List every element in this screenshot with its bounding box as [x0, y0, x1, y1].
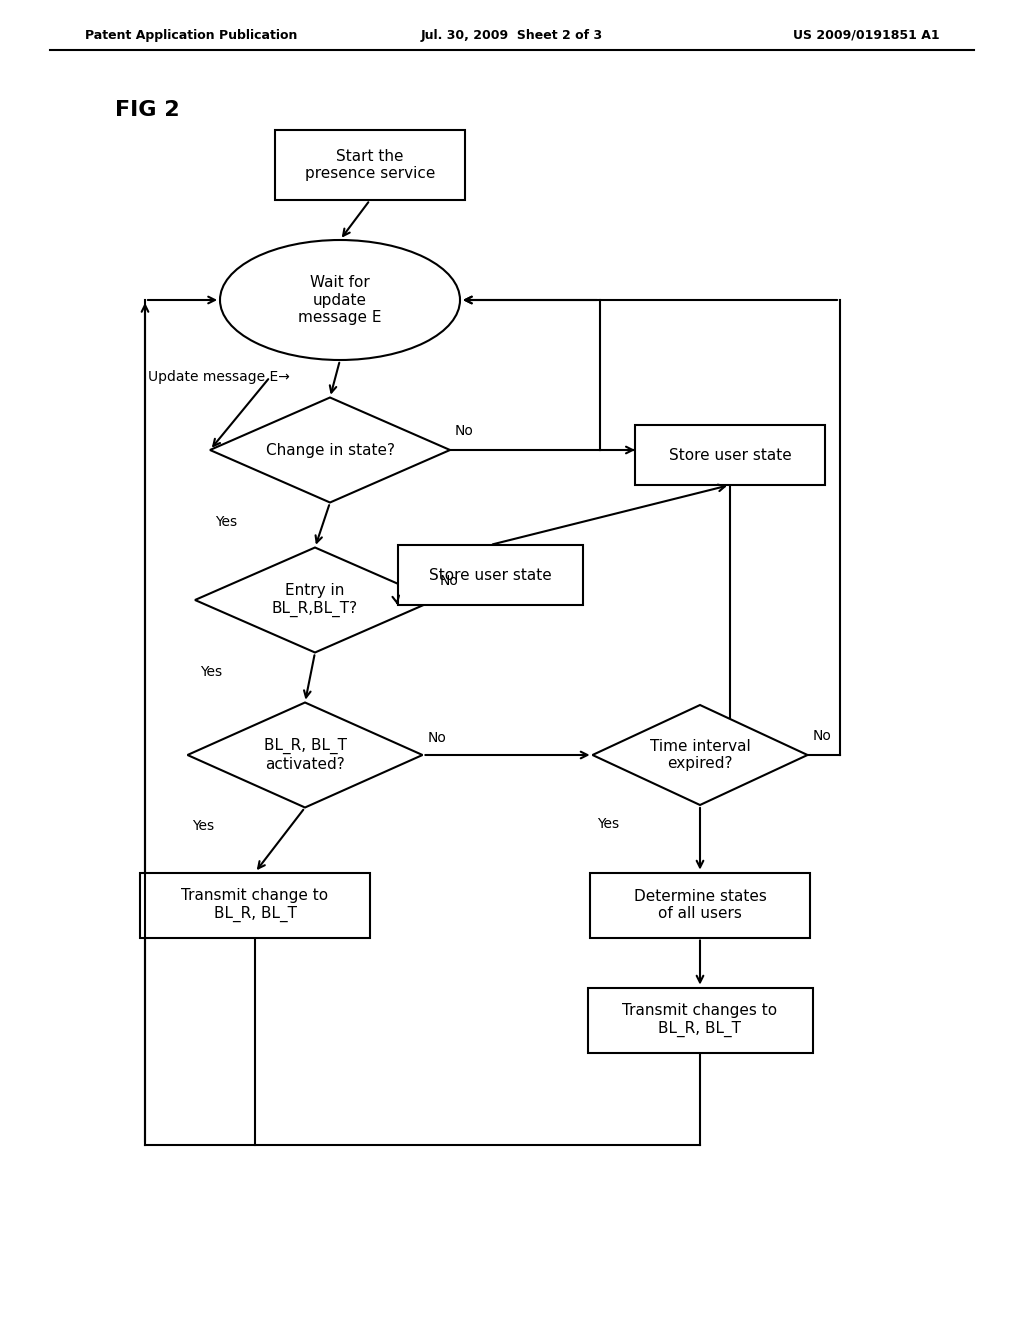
Bar: [397, 545, 583, 605]
Text: FIG 2: FIG 2: [115, 100, 179, 120]
Text: Store user state: Store user state: [429, 568, 551, 582]
Bar: [590, 873, 810, 937]
Text: Yes: Yes: [200, 664, 222, 678]
Text: Yes: Yes: [193, 820, 215, 833]
Polygon shape: [187, 702, 423, 808]
Text: No: No: [812, 729, 831, 743]
Text: Change in state?: Change in state?: [265, 442, 394, 458]
Text: Transmit changes to
BL_R, BL_T: Transmit changes to BL_R, BL_T: [623, 1003, 777, 1036]
Text: US 2009/0191851 A1: US 2009/0191851 A1: [794, 29, 940, 41]
Text: Yes: Yes: [215, 515, 238, 528]
Text: Determine states
of all users: Determine states of all users: [634, 888, 766, 921]
Text: Time interval
expired?: Time interval expired?: [649, 739, 751, 771]
Text: Store user state: Store user state: [669, 447, 792, 462]
Text: BL_R, BL_T
activated?: BL_R, BL_T activated?: [263, 738, 346, 772]
Text: Transmit change to
BL_R, BL_T: Transmit change to BL_R, BL_T: [181, 888, 329, 921]
Text: Update message E→: Update message E→: [148, 370, 290, 384]
Bar: [275, 129, 465, 201]
Text: No: No: [455, 424, 474, 438]
Text: Start the
presence service: Start the presence service: [305, 149, 435, 181]
Text: No: No: [440, 574, 459, 587]
Text: Jul. 30, 2009  Sheet 2 of 3: Jul. 30, 2009 Sheet 2 of 3: [421, 29, 603, 41]
Bar: [635, 425, 825, 484]
Bar: [588, 987, 812, 1052]
Text: Patent Application Publication: Patent Application Publication: [85, 29, 297, 41]
Polygon shape: [593, 705, 808, 805]
Text: Entry in
BL_R,BL_T?: Entry in BL_R,BL_T?: [272, 583, 358, 616]
Text: Yes: Yes: [597, 817, 620, 832]
Bar: [140, 873, 370, 937]
Ellipse shape: [220, 240, 460, 360]
Polygon shape: [195, 548, 435, 652]
Text: No: No: [427, 731, 446, 744]
Text: Wait for
update
message E: Wait for update message E: [298, 275, 382, 325]
Polygon shape: [210, 397, 450, 503]
